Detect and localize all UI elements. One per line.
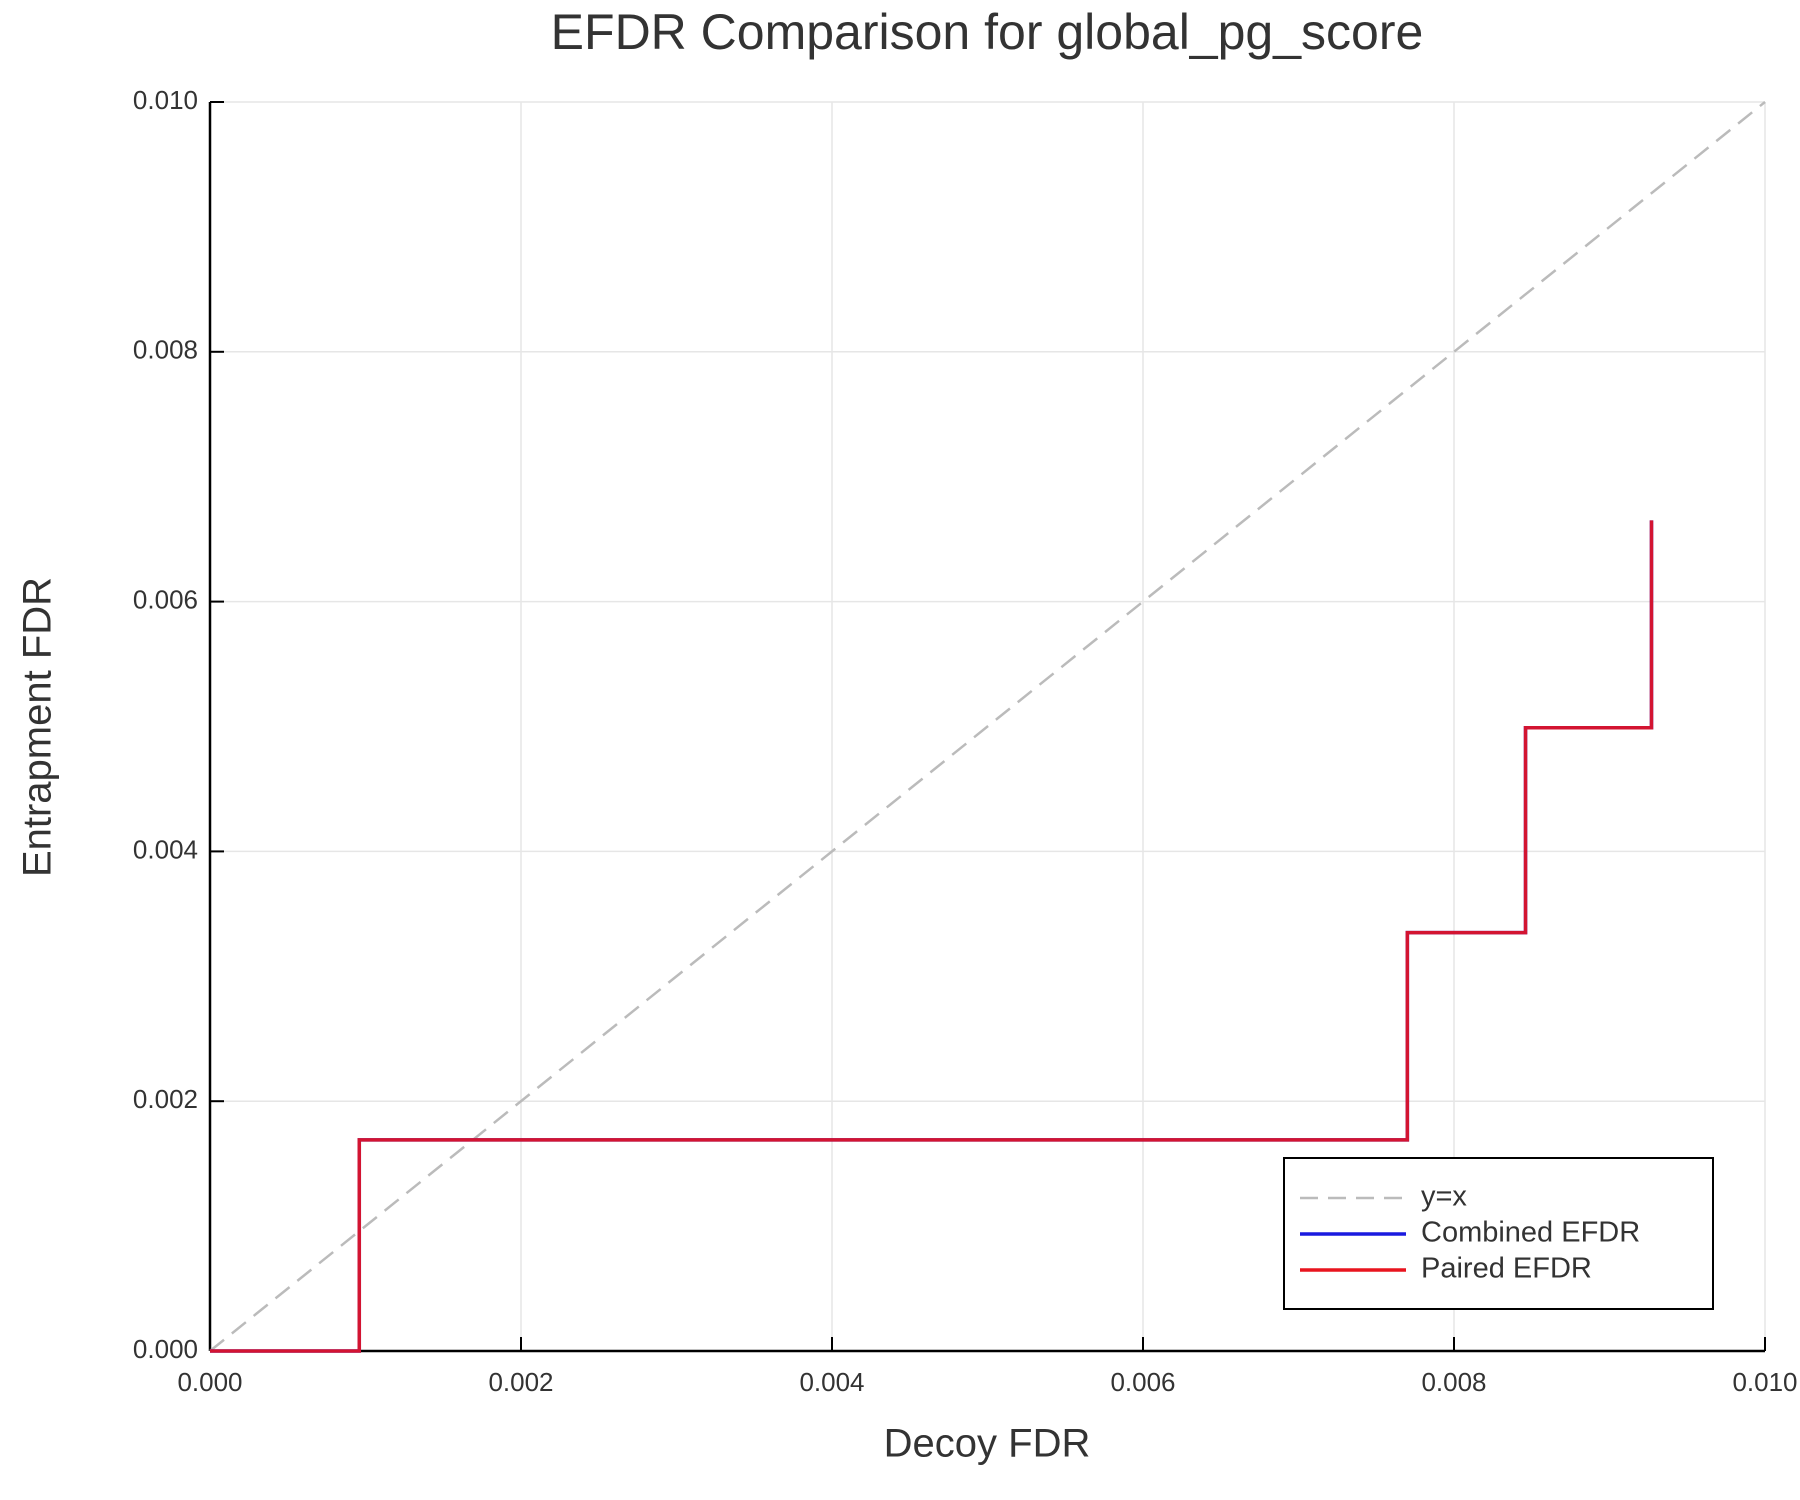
- y-tick-label: 0.006: [133, 584, 198, 614]
- series-line: [210, 520, 1654, 1353]
- y-tick-label: 0.010: [133, 85, 198, 115]
- x-tick-label: 0.000: [177, 1367, 242, 1397]
- y-tick-label: 0.002: [133, 1084, 198, 1114]
- x-tick-label: 0.010: [1732, 1367, 1797, 1397]
- y-axis-label: Entrapment FDR: [16, 577, 60, 877]
- y-tick-label: 0.004: [133, 834, 198, 864]
- y-tick-label: 0.000: [133, 1334, 198, 1364]
- y-tick-label: 0.008: [133, 335, 198, 365]
- x-tick-label: 0.002: [488, 1367, 553, 1397]
- legend-label: Paired EFDR: [1421, 1253, 1592, 1285]
- chart-title: EFDR Comparison for global_pg_score: [551, 4, 1424, 60]
- legend-label: y=x: [1421, 1181, 1467, 1213]
- series-line: [209, 101, 1766, 1352]
- x-tick-label: 0.006: [1110, 1367, 1175, 1397]
- x-axis-label: Decoy FDR: [884, 1422, 1091, 1466]
- x-tick-label: 0.008: [1421, 1367, 1486, 1397]
- legend-label: Combined EFDR: [1421, 1217, 1640, 1249]
- x-tick-label: 0.004: [799, 1367, 864, 1397]
